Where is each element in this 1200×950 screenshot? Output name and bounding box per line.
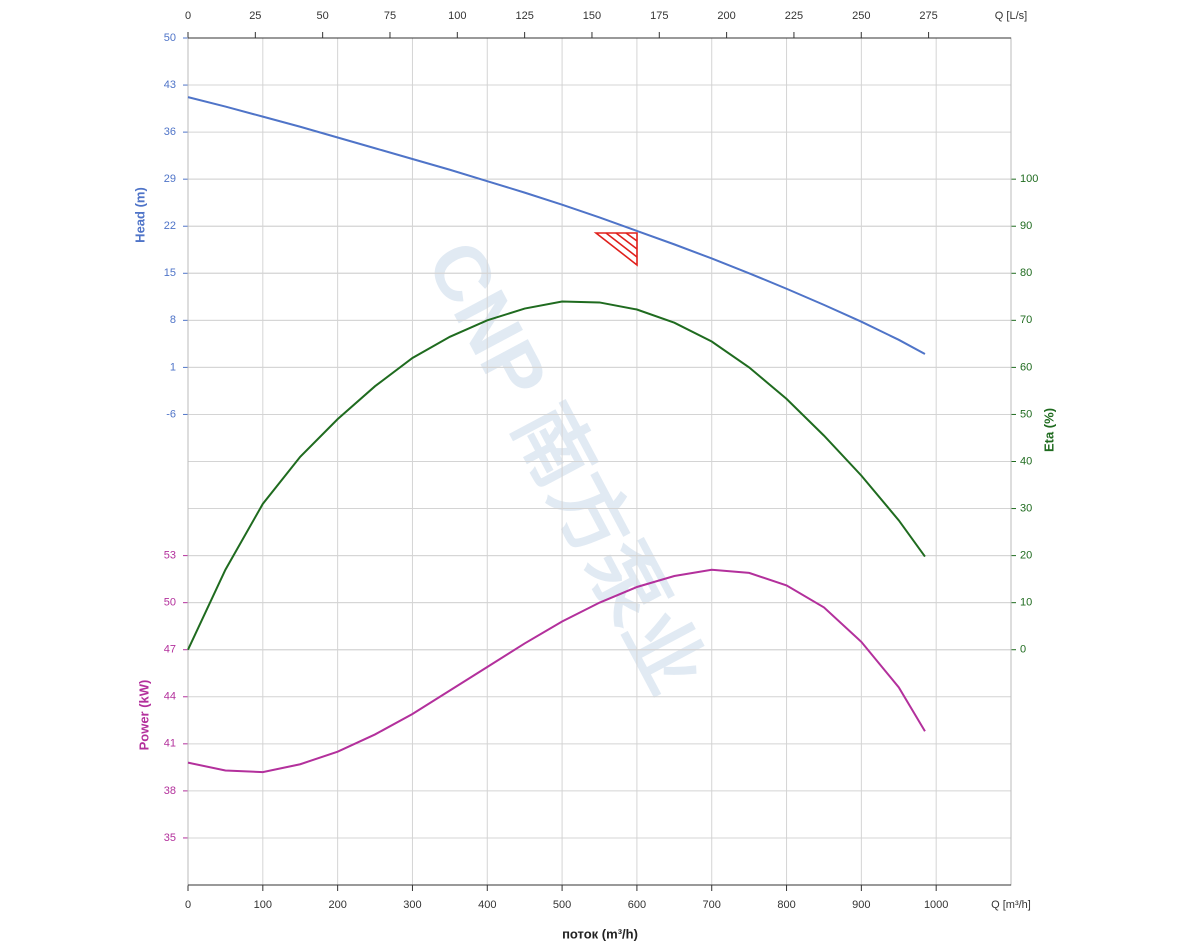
x2-tick-label: 100 bbox=[448, 10, 466, 22]
y-tick-label: 36 bbox=[164, 126, 176, 138]
y3-tick-label: 35 bbox=[164, 832, 176, 844]
x2-tick-label: 0 bbox=[185, 10, 191, 22]
plot: 50 43 36 29 22 15 8 1 -6 0 10 20 30 40 50 60 70 80 90 100 35… bbox=[164, 10, 1039, 911]
y3-tick-label: 47 bbox=[164, 644, 176, 656]
y3-tick-label: 38 bbox=[164, 785, 176, 797]
x-tick-label: 200 bbox=[328, 899, 346, 911]
x-tick-label: 700 bbox=[703, 899, 721, 911]
y2-tick-label: 20 bbox=[1020, 550, 1032, 562]
y-tick-label: 22 bbox=[164, 220, 176, 232]
y2-tick-label: 70 bbox=[1020, 314, 1032, 326]
series-line bbox=[187, 300, 926, 651]
x-tick-label: 100 bbox=[254, 899, 272, 911]
x2-tick-label: 25 bbox=[249, 10, 261, 22]
y2-tick-label: 100 bbox=[1020, 173, 1038, 185]
y2-tick-label: 0 bbox=[1020, 644, 1026, 656]
x-tick-label: 1000 bbox=[924, 899, 948, 911]
y-tick-label: 8 bbox=[170, 314, 176, 326]
x-tick-label: 600 bbox=[628, 899, 646, 911]
x-tick-label: 500 bbox=[553, 899, 571, 911]
series-line bbox=[187, 96, 926, 355]
y3-tick-label: 50 bbox=[164, 597, 176, 609]
y2-tick-label: 60 bbox=[1020, 361, 1032, 373]
y2-tick-label: 90 bbox=[1020, 220, 1032, 232]
series-line bbox=[187, 568, 926, 774]
y2-tick-label: 30 bbox=[1020, 502, 1032, 514]
x2-tick-label: 275 bbox=[919, 10, 937, 22]
y2-axis-title: Eta (%) bbox=[1041, 408, 1056, 452]
x-axis-label: Q [m³/h] bbox=[991, 899, 1031, 911]
y3-tick-label: 41 bbox=[164, 738, 176, 750]
x2-tick-label: 175 bbox=[650, 10, 668, 22]
y-tick-label: 1 bbox=[170, 361, 176, 373]
y2-tick-label: 10 bbox=[1020, 597, 1032, 609]
x-tick-label: 800 bbox=[777, 899, 795, 911]
y-tick-label: 50 bbox=[164, 32, 176, 44]
x-tick-label: 300 bbox=[403, 899, 421, 911]
y3-tick-label: 53 bbox=[164, 550, 176, 562]
y2-tick-label: 40 bbox=[1020, 455, 1032, 467]
x-tick-label: 900 bbox=[852, 899, 870, 911]
x2-tick-label: 200 bbox=[717, 10, 735, 22]
x-axis-title: поток (m³/h) bbox=[562, 926, 638, 941]
x-tick-label: 400 bbox=[478, 899, 496, 911]
x2-tick-label: 75 bbox=[384, 10, 396, 22]
x2-axis-label: Q [L/s] bbox=[995, 10, 1027, 22]
y3-tick-label: 44 bbox=[164, 691, 176, 703]
x2-tick-label: 250 bbox=[852, 10, 870, 22]
y-axis-title: Head (m) bbox=[132, 187, 147, 243]
x2-tick-label: 50 bbox=[317, 10, 329, 22]
x2-tick-label: 125 bbox=[515, 10, 533, 22]
x2-tick-label: 150 bbox=[583, 10, 601, 22]
y3-axis-title: Power (kW) bbox=[136, 680, 151, 751]
watermark: CNP 南方泵业 bbox=[410, 227, 721, 707]
y2-tick-label: 80 bbox=[1020, 267, 1032, 279]
y-tick-label: 15 bbox=[164, 267, 176, 279]
y2-tick-label: 50 bbox=[1020, 408, 1032, 420]
x2-tick-label: 225 bbox=[785, 10, 803, 22]
y-tick-label: -6 bbox=[166, 408, 176, 420]
operating-point bbox=[593, 232, 638, 267]
y-tick-label: 29 bbox=[164, 173, 176, 185]
x-tick-label: 0 bbox=[185, 899, 191, 911]
y-tick-label: 43 bbox=[164, 79, 176, 91]
